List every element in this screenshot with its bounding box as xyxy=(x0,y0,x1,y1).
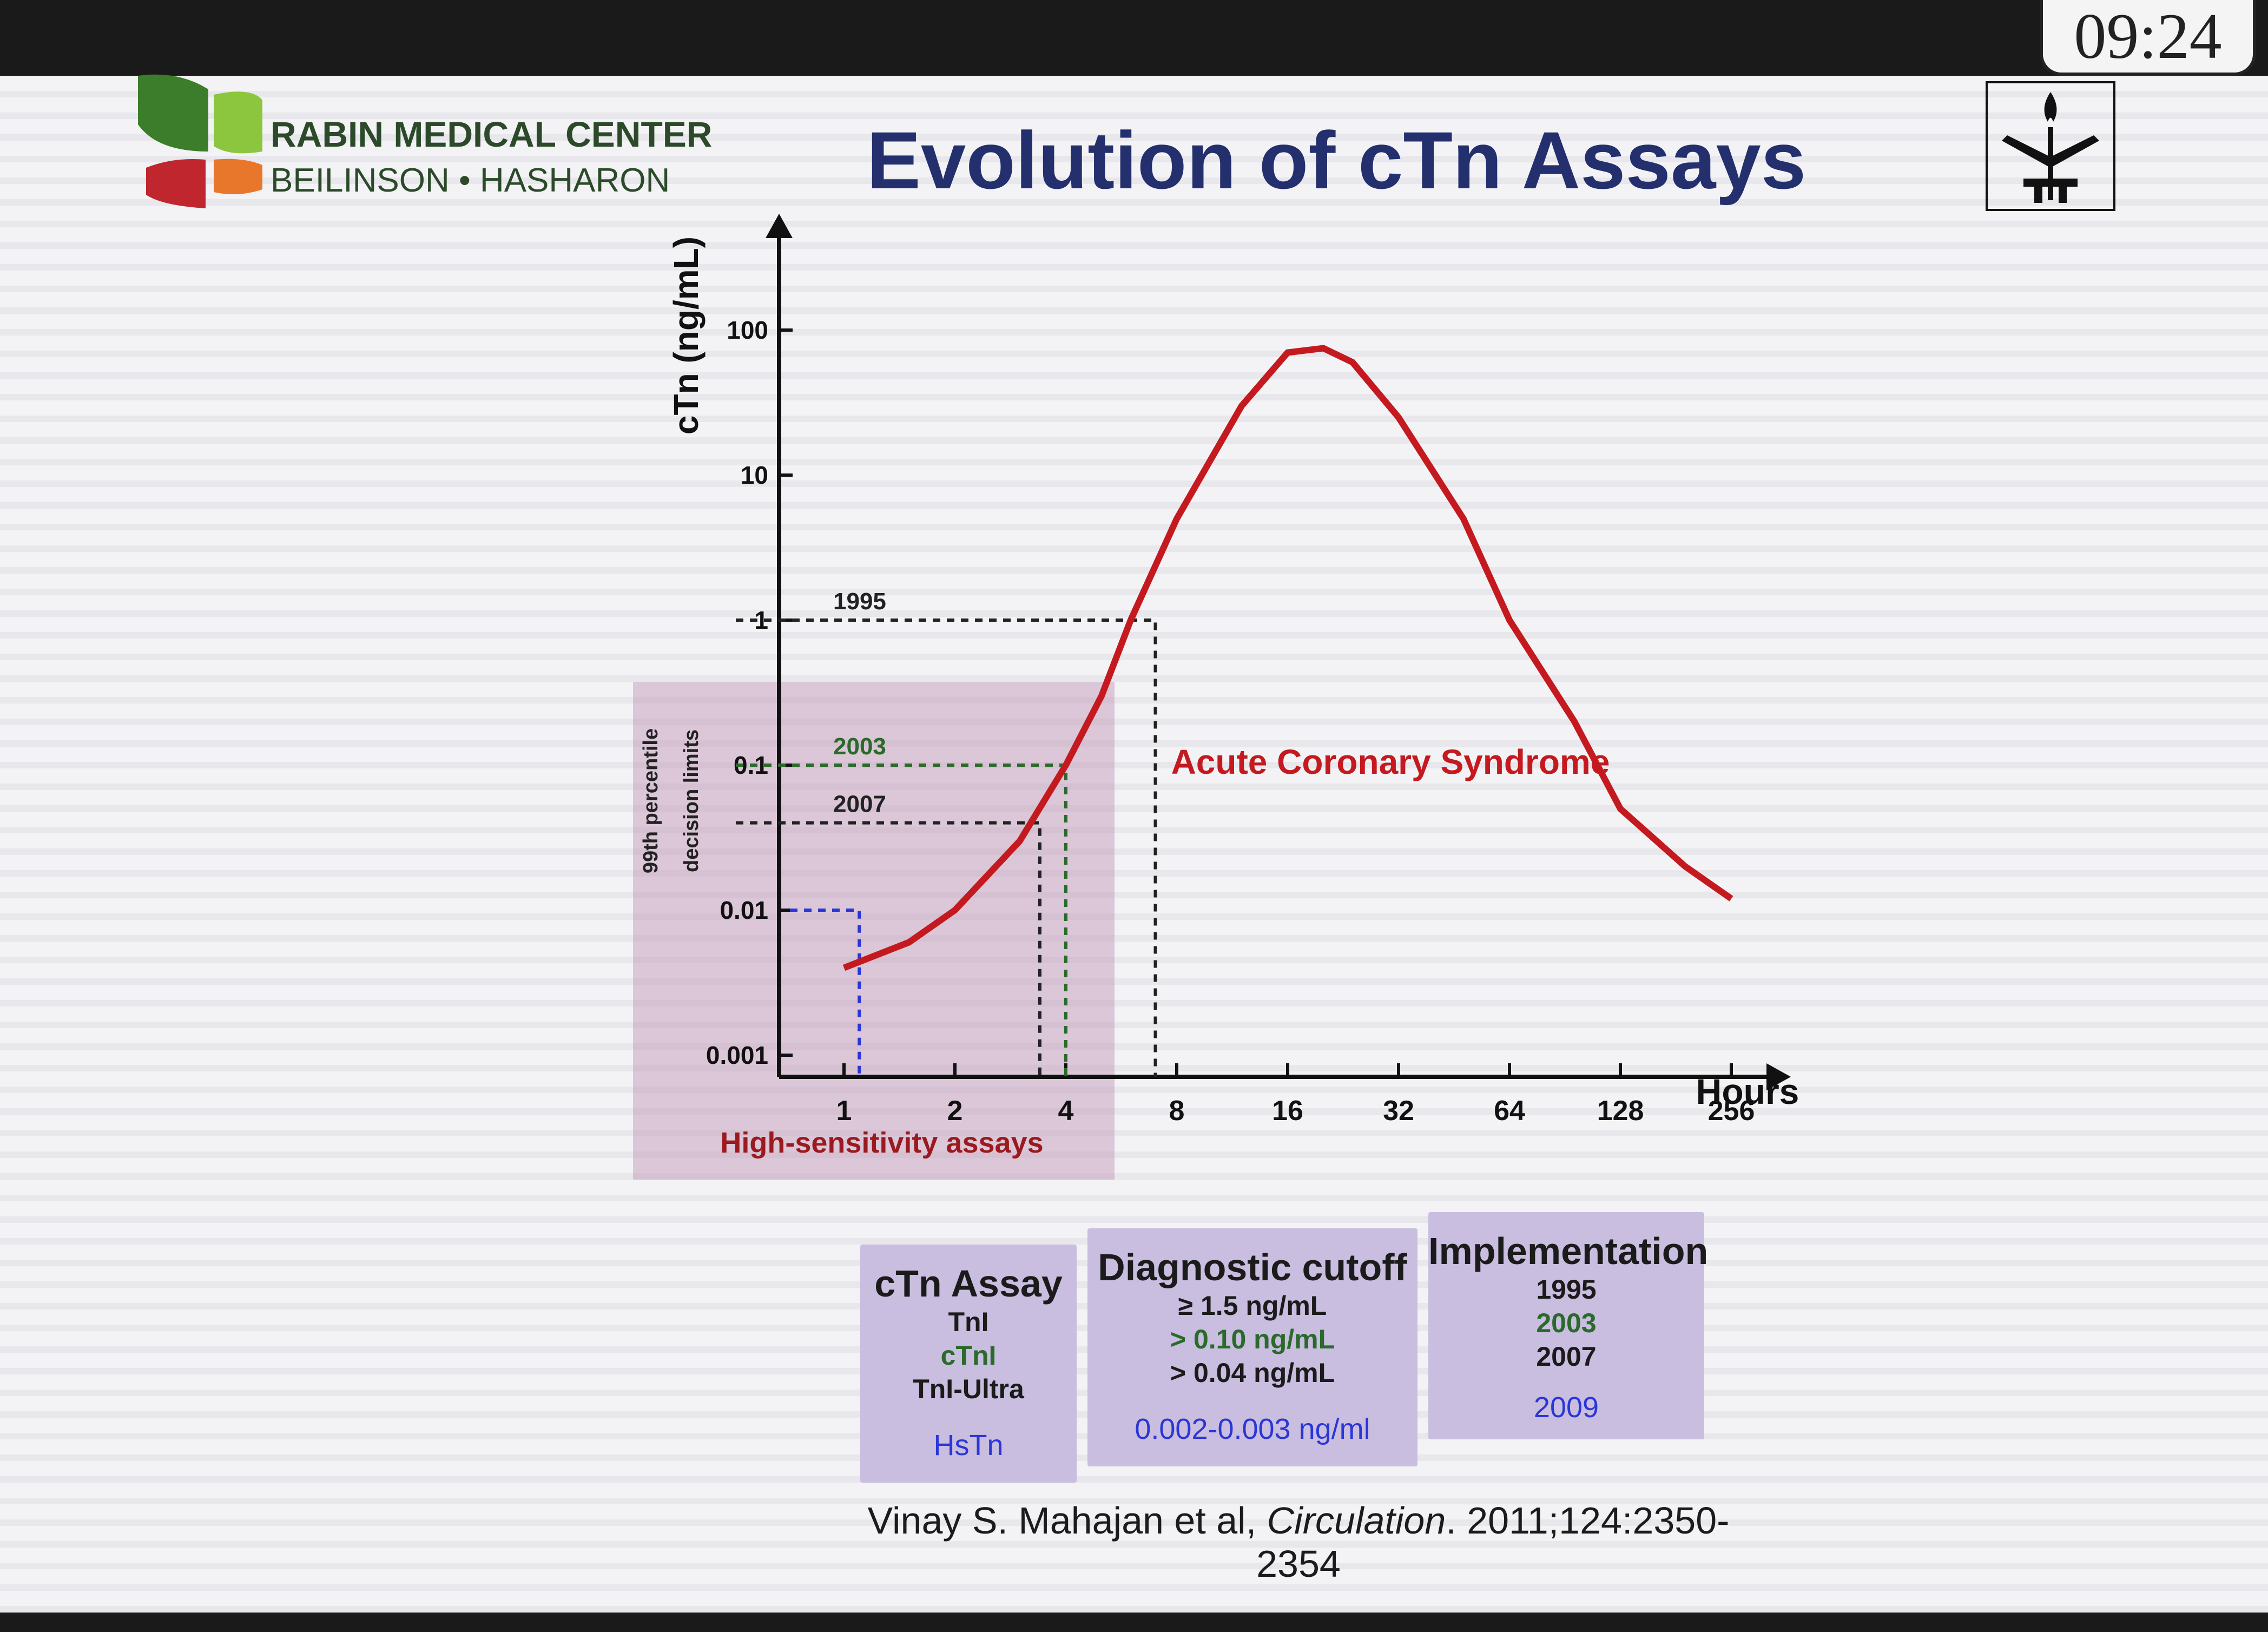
percentile-label-1: 99th percentile xyxy=(639,728,662,873)
logo-line-2: BEILINSON • HASHARON xyxy=(271,162,670,199)
citation-journal: Circulation xyxy=(1267,1499,1446,1542)
x-tick-label: 64 xyxy=(1494,1095,1525,1127)
x-tick-label: 16 xyxy=(1272,1095,1303,1127)
col-header: Diagnostic cutoff xyxy=(1098,1246,1407,1288)
table-cell: TnI-Ultra xyxy=(913,1374,1024,1404)
slide-title: Evolution of cTn Assays xyxy=(866,115,1807,206)
citation-ref: . 2011;124:2350-2354 xyxy=(1256,1499,1730,1585)
cutoff-line xyxy=(736,618,1157,1077)
table-cell-hs: 0.002-0.003 ng/ml xyxy=(1135,1413,1370,1445)
x-tick-label: 128 xyxy=(1597,1095,1644,1127)
y-tick-label: 0.01 xyxy=(720,896,768,924)
table-cell: ≥ 1.5 ng/mL xyxy=(1178,1291,1327,1321)
citation: Vinay S. Mahajan et al, Circulation. 201… xyxy=(839,1499,1758,1585)
y-tick-label: 10 xyxy=(741,461,768,489)
table-col-assay: cTn Assay TnI cTnI TnI-Ultra HsTn xyxy=(860,1245,1077,1483)
hospital-logo: RABIN MEDICAL CENTER BEILINSON • HASHARO… xyxy=(135,70,712,227)
table-cell: 2007 xyxy=(1536,1341,1597,1372)
menorah-emblem-icon xyxy=(1986,81,2115,211)
table-col-cutoff: Diagnostic cutoff ≥ 1.5 ng/mL > 0.10 ng/… xyxy=(1087,1228,1418,1466)
percentile-label-2: decision limits xyxy=(680,729,703,872)
table-col-implementation: Implementation 1995 2003 2007 2009 xyxy=(1428,1212,1709,1439)
table-cell-hs: HsTn xyxy=(933,1429,1004,1462)
table-cell: 2003 xyxy=(1536,1308,1597,1338)
x-tick-label: 2 xyxy=(947,1095,963,1127)
x-tick-label: 1 xyxy=(836,1095,852,1127)
acs-curve xyxy=(842,345,1733,971)
col-header: Implementation xyxy=(1428,1230,1709,1272)
leaf-logo-icon xyxy=(138,74,262,208)
table-cell: cTnI xyxy=(940,1340,997,1371)
y-axis-label: cTn (ng/mL) xyxy=(667,236,706,435)
cutoff-line xyxy=(736,821,1041,1077)
logo-line-1: RABIN MEDICAL CENTER xyxy=(271,114,713,154)
y-tick-label: 0.001 xyxy=(706,1041,768,1069)
col-header: cTn Assay xyxy=(874,1262,1063,1305)
table-cell: TnI xyxy=(948,1307,989,1337)
x-tick-label: 8 xyxy=(1169,1095,1185,1127)
table-cell: > 0.10 ng/mL xyxy=(1170,1324,1335,1354)
x-axis-label: Hours xyxy=(1696,1071,1799,1111)
cutoff-year-label: 1995 xyxy=(833,588,886,615)
x-axis-arrow-icon xyxy=(1766,1063,1791,1090)
cutoff-year-label: 2007 xyxy=(833,791,886,818)
high-sensitivity-label: High-sensitivity assays xyxy=(720,1127,1043,1159)
x-tick-label: 32 xyxy=(1383,1095,1414,1127)
x-tick-label: 4 xyxy=(1058,1095,1074,1127)
acs-series-label: Acute Coronary Syndrome xyxy=(1171,742,1610,781)
table-cell: 1995 xyxy=(1536,1274,1597,1305)
table-cell-hs: 2009 xyxy=(1533,1391,1599,1424)
x-tick-label: 256 xyxy=(1708,1095,1755,1127)
table-cell: > 0.04 ng/mL xyxy=(1170,1358,1335,1388)
clock-display: 09:24 xyxy=(2040,0,2256,76)
cutoff-year-label: 2003 xyxy=(833,733,886,760)
citation-authors: Vinay S. Mahajan et al, xyxy=(867,1499,1267,1542)
y-tick-label: 100 xyxy=(727,316,768,344)
y-axis-arrow-icon xyxy=(766,214,793,238)
